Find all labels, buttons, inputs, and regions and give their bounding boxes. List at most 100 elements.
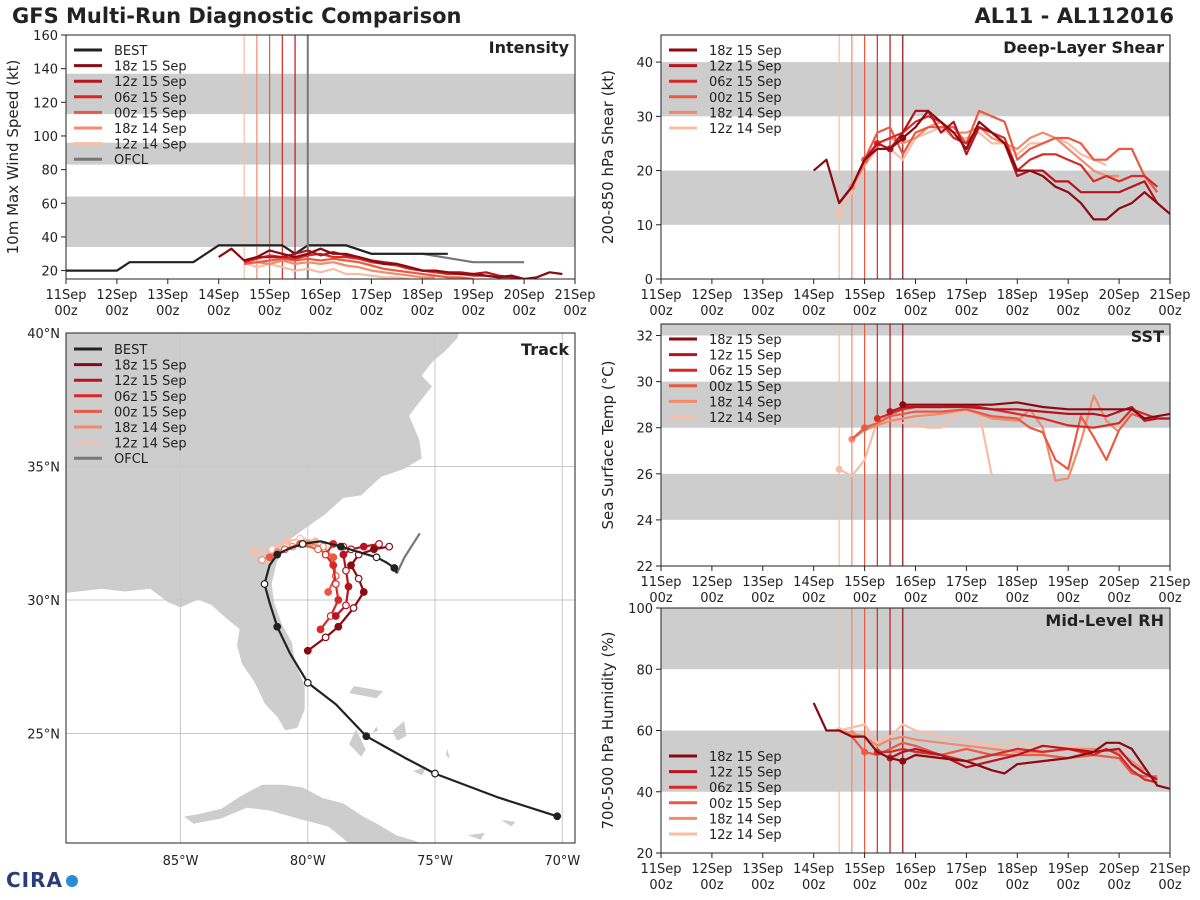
legend-label: 06z 15 Sep bbox=[709, 75, 782, 90]
x-tick-label: 13Sep bbox=[147, 288, 188, 303]
intensity-panel: 2040608010012014016011Sep00z12Sep00z13Se… bbox=[4, 29, 596, 319]
init-marker bbox=[873, 414, 881, 422]
x-tick-label: 21Sep bbox=[1149, 862, 1190, 877]
init-marker bbox=[899, 401, 907, 409]
legend-label: 12z 15 Sep bbox=[709, 766, 782, 781]
legend-label: 18z 15 Sep bbox=[709, 750, 782, 765]
legend-label: 06z 15 Sep bbox=[709, 364, 782, 379]
best-position bbox=[362, 732, 371, 741]
series-line bbox=[851, 408, 1145, 471]
x-tick-hour: 00z bbox=[512, 304, 536, 319]
legend-label: 18z 14 Sep bbox=[709, 106, 782, 121]
series-line bbox=[851, 394, 1120, 482]
y-tick-label: 40 bbox=[636, 56, 653, 71]
x-tick-hour: 00z bbox=[700, 878, 724, 893]
y-tick-label: 100 bbox=[33, 130, 58, 145]
init-marker bbox=[861, 424, 869, 432]
forecast-position bbox=[321, 633, 330, 642]
x-tick-hour: 00z bbox=[309, 304, 333, 319]
init-marker bbox=[886, 408, 894, 416]
forecast-position bbox=[342, 566, 350, 575]
legend-label: 12z 15 Sep bbox=[709, 60, 782, 75]
x-tick-label: 17Sep bbox=[946, 862, 987, 877]
x-tick-label: 19Sep bbox=[1048, 575, 1089, 590]
x-tick-hour: 00z bbox=[1006, 591, 1030, 606]
best-track bbox=[263, 540, 558, 818]
x-tick-label: 11Sep bbox=[640, 575, 681, 590]
x-tick-hour: 00z bbox=[1006, 304, 1030, 319]
best-position bbox=[273, 550, 282, 559]
x-tick-hour: 00z bbox=[649, 591, 673, 606]
y-tick-label: 30 bbox=[636, 110, 653, 125]
series-line bbox=[876, 403, 1158, 429]
x-tick-hour: 00z bbox=[156, 304, 180, 319]
legend-label: 12z 15 Sep bbox=[709, 349, 782, 364]
series-line bbox=[243, 257, 474, 279]
x-tick-label: 18Sep bbox=[402, 288, 443, 303]
x-tick-hour: 00z bbox=[853, 304, 877, 319]
x-tick-hour: 00z bbox=[751, 591, 775, 606]
x-tick-label: 12Sep bbox=[691, 575, 732, 590]
x-tick-label: 20Sep bbox=[1099, 288, 1140, 303]
bahamas-island bbox=[465, 831, 487, 841]
x-tick-hour: 00z bbox=[360, 304, 384, 319]
shading-band bbox=[661, 473, 1170, 520]
x-tick-hour: 00z bbox=[1107, 878, 1131, 893]
legend-label: 06z 15 Sep bbox=[114, 390, 187, 405]
x-tick-hour: 00z bbox=[1158, 304, 1182, 319]
forecast-position bbox=[359, 588, 368, 596]
legend-label: 18z 14 Sep bbox=[114, 421, 187, 436]
best-position bbox=[431, 769, 439, 778]
legend-label: BEST bbox=[114, 44, 147, 59]
shading-band bbox=[661, 608, 1170, 670]
forecast-position bbox=[316, 625, 325, 634]
legend-label: OFCL bbox=[114, 153, 149, 168]
x-tick-label: 14Sep bbox=[198, 288, 239, 303]
shading-band bbox=[661, 170, 1170, 225]
longitude-label: 80°W bbox=[290, 854, 326, 869]
forecast-position bbox=[359, 542, 368, 551]
best-position bbox=[336, 542, 345, 551]
forecast-position bbox=[334, 622, 343, 631]
legend-label: 00z 15 Sep bbox=[709, 91, 782, 106]
x-tick-label: 20Sep bbox=[504, 288, 545, 303]
x-tick-hour: 00z bbox=[904, 878, 928, 893]
init-marker bbox=[835, 210, 843, 218]
x-tick-hour: 00z bbox=[700, 591, 724, 606]
forecast-position bbox=[354, 574, 363, 583]
storm-id: AL11 - AL112016 bbox=[974, 4, 1175, 28]
x-tick-label: 13Sep bbox=[742, 575, 783, 590]
y-tick-label: 22 bbox=[636, 560, 653, 575]
x-tick-label: 19Sep bbox=[453, 288, 494, 303]
x-tick-hour: 00z bbox=[955, 304, 979, 319]
legend-label: 12z 14 Sep bbox=[709, 122, 782, 137]
forecast-position bbox=[314, 545, 322, 554]
plot-area bbox=[66, 35, 575, 279]
legend-label: 12z 14 Sep bbox=[114, 437, 187, 452]
forecast-position bbox=[375, 540, 383, 548]
x-tick-hour: 00z bbox=[1107, 591, 1131, 606]
legend-label: 18z 14 Sep bbox=[709, 812, 782, 827]
init-marker bbox=[835, 465, 843, 473]
x-tick-hour: 00z bbox=[411, 304, 435, 319]
legend-label: OFCL bbox=[114, 452, 149, 467]
forecast-position bbox=[250, 548, 259, 556]
x-tick-label: 17Sep bbox=[946, 575, 987, 590]
plot-area bbox=[661, 35, 1170, 279]
x-tick-hour: 00z bbox=[853, 591, 877, 606]
x-tick-label: 19Sep bbox=[1048, 862, 1089, 877]
y-tick-label: 30 bbox=[636, 376, 653, 391]
series-line bbox=[838, 115, 1159, 204]
x-tick-label: 17Sep bbox=[946, 288, 987, 303]
series-line bbox=[889, 744, 1158, 781]
logo-text: CIRA bbox=[6, 868, 63, 892]
legend-label: 18z 15 Sep bbox=[114, 60, 187, 75]
ofcl-track bbox=[395, 532, 421, 574]
legend-label: 18z 15 Sep bbox=[709, 333, 782, 348]
x-tick-hour: 00z bbox=[1107, 304, 1131, 319]
bahamas-island bbox=[370, 724, 380, 735]
series-line bbox=[812, 702, 1170, 790]
logo-globe-icon bbox=[66, 875, 78, 887]
best-position bbox=[303, 678, 312, 687]
x-tick-label: 18Sep bbox=[997, 862, 1038, 877]
